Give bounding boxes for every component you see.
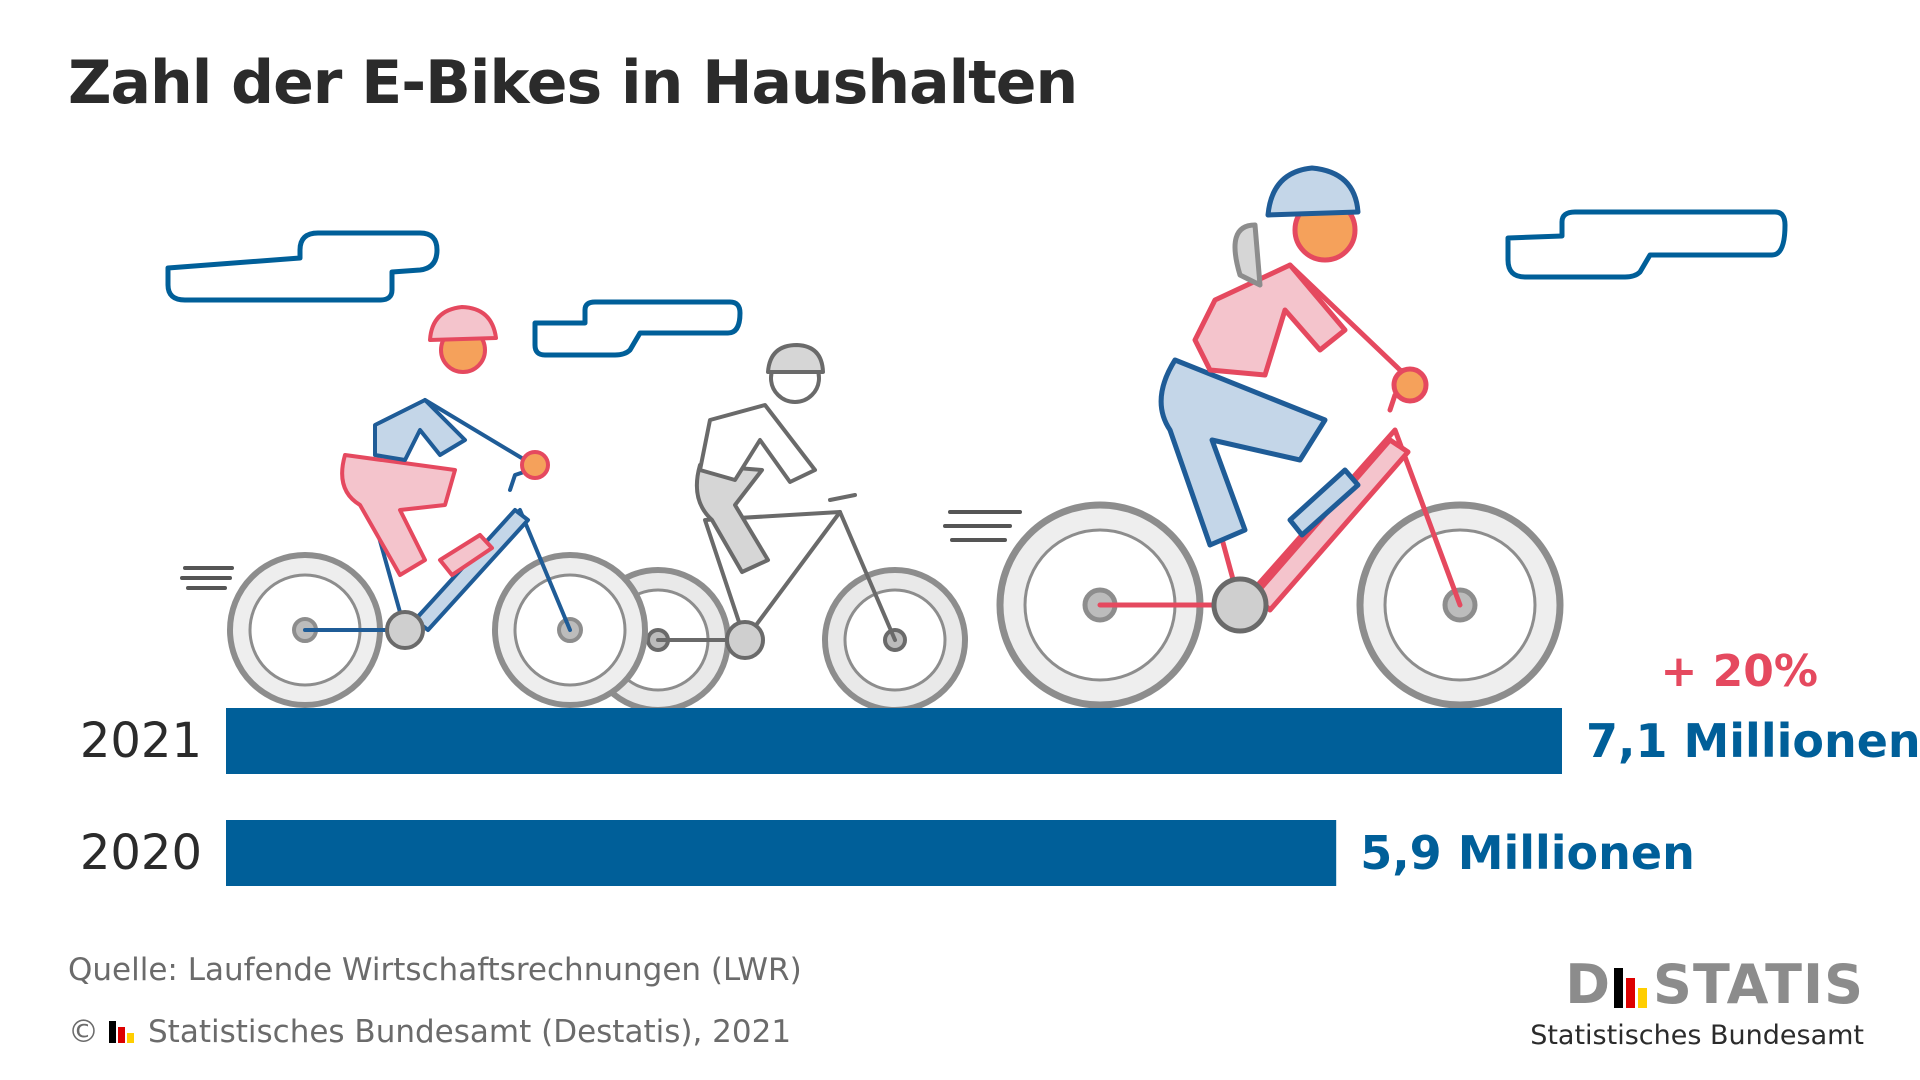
copyright-symbol: © [68,1014,99,1050]
cloud-right-icon [1505,209,1788,280]
value-label-2020: 5,9 Millionen [1360,826,1695,880]
cyclist-right-icon [996,165,1564,709]
chart-title: Zahl der E-Bikes in Haushalten [68,48,1078,118]
destatis-flag-icon [109,1021,136,1043]
category-label-2020: 2020 [80,825,202,881]
logo-subtitle: Statistisches Bundesamt [1530,1020,1864,1051]
cyclist-grey-icon [585,343,968,713]
logo-flag-icon [1614,968,1650,1008]
destatis-wordmark: D STATIS [1530,958,1864,1012]
logo-letters-statis: STATIS [1653,953,1864,1016]
bar-2020 [226,820,1337,886]
speed-lines [180,510,1022,590]
category-label-2021: 2021 [80,713,202,769]
bar-2021 [226,708,1562,774]
destatis-logo: D STATIS Statistisches Bundesamt [1530,958,1864,1052]
copyright-text: Statistisches Bundesamt (Destatis), 2021 [148,1014,792,1050]
value-label-2021: 7,1 Millionen [1586,714,1920,768]
cyclist-left-icon [227,305,648,708]
cloud-icons [165,209,1788,358]
cloud-middle-icon [532,299,743,358]
cloud-left-icon [165,230,440,303]
logo-letter-d: D [1565,953,1612,1016]
source-text: Quelle: Laufende Wirtschaftsrechnungen (… [68,952,802,988]
bar-group: 2021 7,1 Millionen + 20% 2020 5,9 Millionen [80,646,1920,886]
change-annotation: + 20% [1660,646,1818,697]
copyright-line: © Statistisches Bundesamt (Destatis), 20… [68,1014,791,1050]
